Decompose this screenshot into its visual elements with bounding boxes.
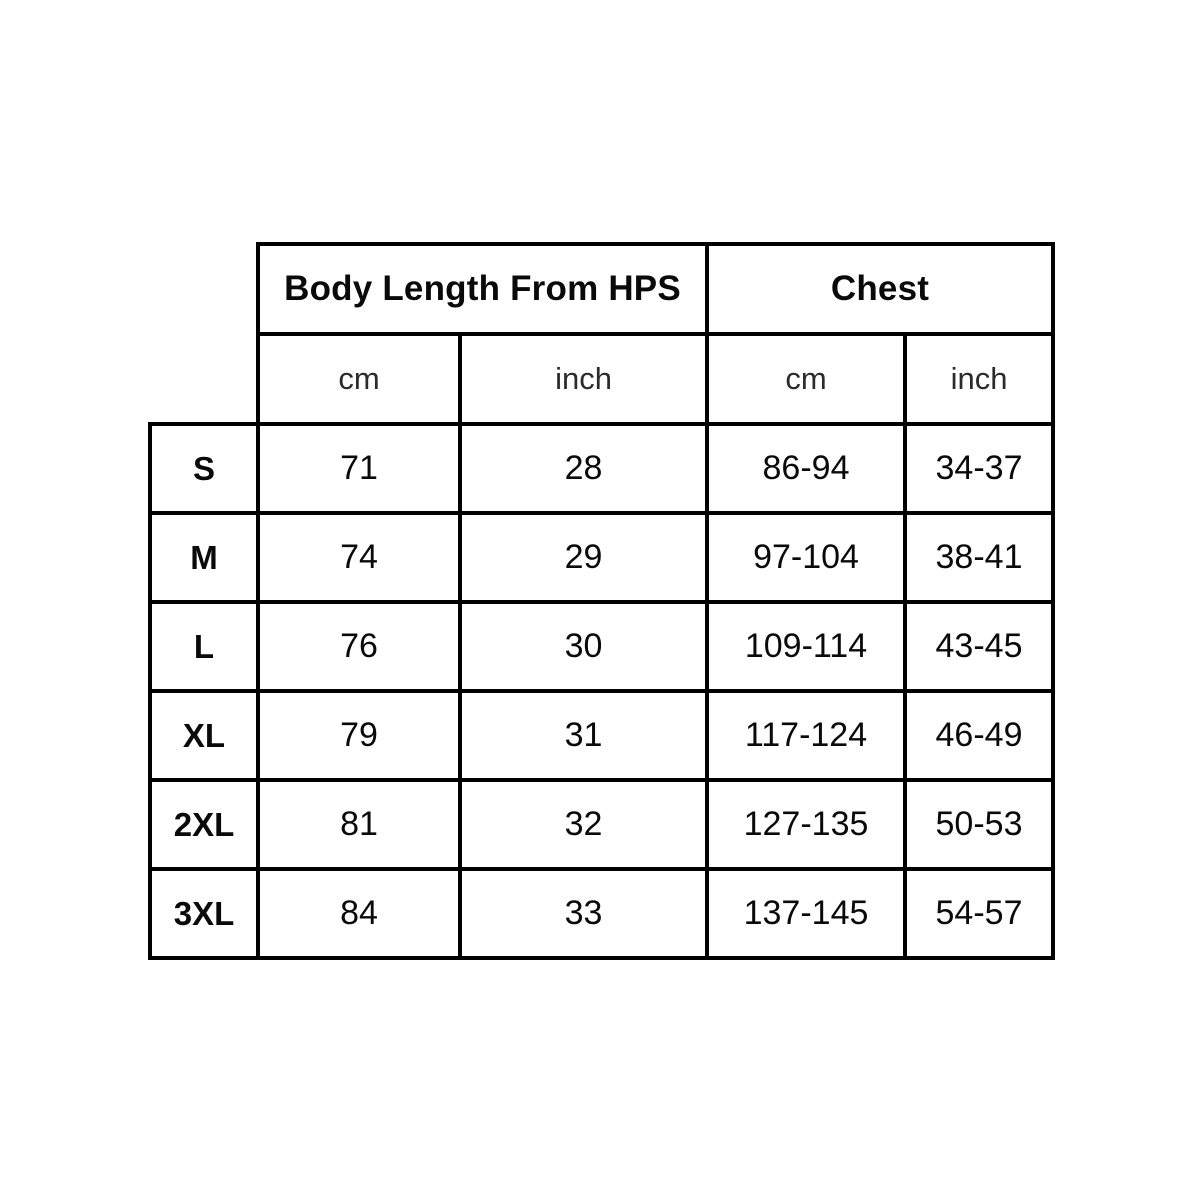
cell-chest-inch: 46-49 <box>903 689 1055 782</box>
cell-chest-inch: 54-57 <box>903 867 1055 960</box>
cell-chest-cm: 127-135 <box>705 778 907 871</box>
table-row: M 74 29 97-104 38-41 <box>148 511 1055 604</box>
size-label: M <box>148 511 260 604</box>
group-header-chest: Chest <box>705 242 1055 336</box>
size-label: 2XL <box>148 778 260 871</box>
cell-body-length-inch: 29 <box>458 511 709 604</box>
size-label: L <box>148 600 260 693</box>
unit-header-chest-cm: cm <box>705 332 907 426</box>
cell-body-length-inch: 30 <box>458 600 709 693</box>
group-header-row: Body Length From HPS Chest <box>150 242 1055 336</box>
cell-body-length-cm: 79 <box>256 689 462 782</box>
group-header-body-length: Body Length From HPS <box>256 242 709 336</box>
cell-chest-cm: 97-104 <box>705 511 907 604</box>
unit-header-body-length-inch: inch <box>458 332 709 426</box>
cell-body-length-inch: 28 <box>458 422 709 515</box>
size-chart-table: Body Length From HPS Chest cm inch cm in… <box>148 242 1055 960</box>
table-row: XL 79 31 117-124 46-49 <box>148 689 1055 782</box>
unit-header-row: cm inch cm inch <box>150 332 1055 426</box>
size-chart-container: Body Length From HPS Chest cm inch cm in… <box>148 242 1055 960</box>
cell-chest-cm: 86-94 <box>705 422 907 515</box>
cell-body-length-inch: 31 <box>458 689 709 782</box>
cell-chest-inch: 43-45 <box>903 600 1055 693</box>
cell-chest-inch: 38-41 <box>903 511 1055 604</box>
unit-header-body-length-cm: cm <box>256 332 462 426</box>
table-row: L 76 30 109-114 43-45 <box>148 600 1055 693</box>
cell-chest-cm: 109-114 <box>705 600 907 693</box>
cell-body-length-cm: 74 <box>256 511 462 604</box>
cell-body-length-cm: 71 <box>256 422 462 515</box>
unit-header-chest-inch: inch <box>903 332 1055 426</box>
cell-body-length-inch: 32 <box>458 778 709 871</box>
cell-chest-inch: 50-53 <box>903 778 1055 871</box>
corner-blank-cell-lower <box>150 334 258 424</box>
cell-body-length-cm: 84 <box>256 867 462 960</box>
corner-blank-cell <box>150 244 258 334</box>
cell-body-length-inch: 33 <box>458 867 709 960</box>
cell-chest-cm: 137-145 <box>705 867 907 960</box>
size-label: XL <box>148 689 260 782</box>
table-row: S 71 28 86-94 34-37 <box>148 422 1055 515</box>
table-row: 3XL 84 33 137-145 54-57 <box>148 867 1055 960</box>
cell-body-length-cm: 81 <box>256 778 462 871</box>
cell-body-length-cm: 76 <box>256 600 462 693</box>
cell-chest-cm: 117-124 <box>705 689 907 782</box>
cell-chest-inch: 34-37 <box>903 422 1055 515</box>
table-row: 2XL 81 32 127-135 50-53 <box>148 778 1055 871</box>
size-label: 3XL <box>148 867 260 960</box>
size-label: S <box>148 422 260 515</box>
